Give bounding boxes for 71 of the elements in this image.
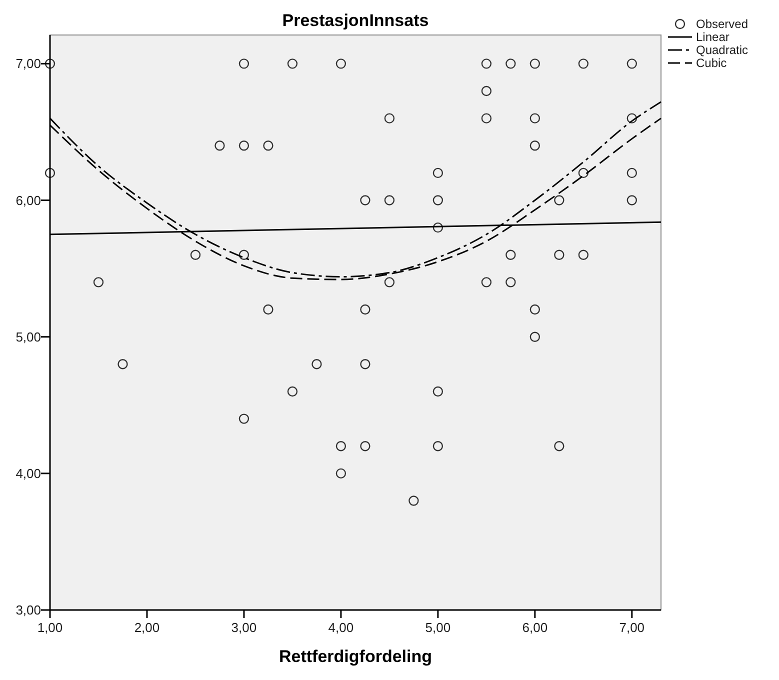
x-tick-label: 6,00 bbox=[522, 620, 548, 635]
point bbox=[287, 58, 298, 69]
point bbox=[554, 441, 564, 452]
point bbox=[44, 58, 56, 69]
point bbox=[44, 168, 56, 178]
point bbox=[578, 250, 589, 260]
point bbox=[626, 195, 638, 206]
point bbox=[118, 359, 128, 370]
point bbox=[432, 195, 444, 206]
point bbox=[432, 168, 444, 178]
point bbox=[384, 113, 395, 124]
point bbox=[336, 58, 346, 69]
point bbox=[408, 496, 419, 506]
y-tick-label: 7,00 bbox=[16, 56, 41, 72]
point bbox=[530, 58, 540, 69]
legend-label: Observed bbox=[696, 17, 748, 32]
point bbox=[238, 250, 250, 260]
point bbox=[530, 304, 540, 315]
point bbox=[530, 140, 540, 151]
point bbox=[626, 113, 638, 124]
point bbox=[626, 168, 638, 178]
point bbox=[263, 304, 274, 315]
point bbox=[93, 277, 104, 288]
y-tick-label: 3,00 bbox=[16, 602, 41, 618]
legend-label: Quadratic bbox=[696, 43, 748, 58]
point bbox=[360, 359, 370, 370]
chart-title: PrestasjonInnsats bbox=[282, 11, 429, 30]
point bbox=[384, 277, 395, 288]
point bbox=[360, 304, 370, 315]
point bbox=[481, 277, 492, 288]
x-tick-label: 4,00 bbox=[328, 620, 354, 635]
x-tick-label: 3,00 bbox=[231, 620, 257, 635]
point bbox=[312, 359, 322, 370]
x-tick-label: 2,00 bbox=[134, 620, 160, 635]
point bbox=[336, 468, 346, 479]
point bbox=[530, 113, 540, 124]
point bbox=[506, 58, 516, 69]
point bbox=[506, 250, 516, 260]
x-tick-label: 5,00 bbox=[425, 620, 451, 635]
y-tick-label: 6,00 bbox=[16, 192, 41, 208]
x-tick-label: 7,00 bbox=[619, 620, 645, 635]
point bbox=[554, 250, 564, 260]
legend-label: Linear bbox=[696, 30, 730, 44]
point bbox=[238, 414, 250, 424]
point bbox=[238, 140, 250, 151]
point bbox=[626, 58, 638, 69]
point bbox=[432, 222, 444, 233]
point bbox=[336, 441, 346, 452]
point bbox=[481, 58, 492, 69]
y-tick-label: 4,00 bbox=[16, 466, 41, 481]
point bbox=[481, 113, 492, 124]
point bbox=[506, 277, 516, 288]
point bbox=[287, 386, 298, 397]
point bbox=[360, 441, 370, 452]
x-tick-label: 1,00 bbox=[37, 620, 63, 635]
point bbox=[214, 140, 225, 151]
point bbox=[190, 250, 201, 260]
point bbox=[530, 332, 540, 342]
point bbox=[238, 58, 250, 69]
point bbox=[432, 441, 444, 452]
point bbox=[384, 195, 395, 206]
point bbox=[432, 386, 444, 397]
legend-label: Cubic bbox=[696, 56, 727, 70]
point bbox=[578, 58, 589, 69]
point bbox=[360, 195, 370, 206]
point bbox=[554, 195, 564, 206]
point bbox=[263, 140, 274, 151]
point bbox=[578, 168, 589, 178]
y-tick-label: 5,00 bbox=[16, 329, 41, 344]
x-axis-title: Rettferdigfordeling bbox=[279, 647, 432, 666]
point bbox=[481, 86, 492, 96]
